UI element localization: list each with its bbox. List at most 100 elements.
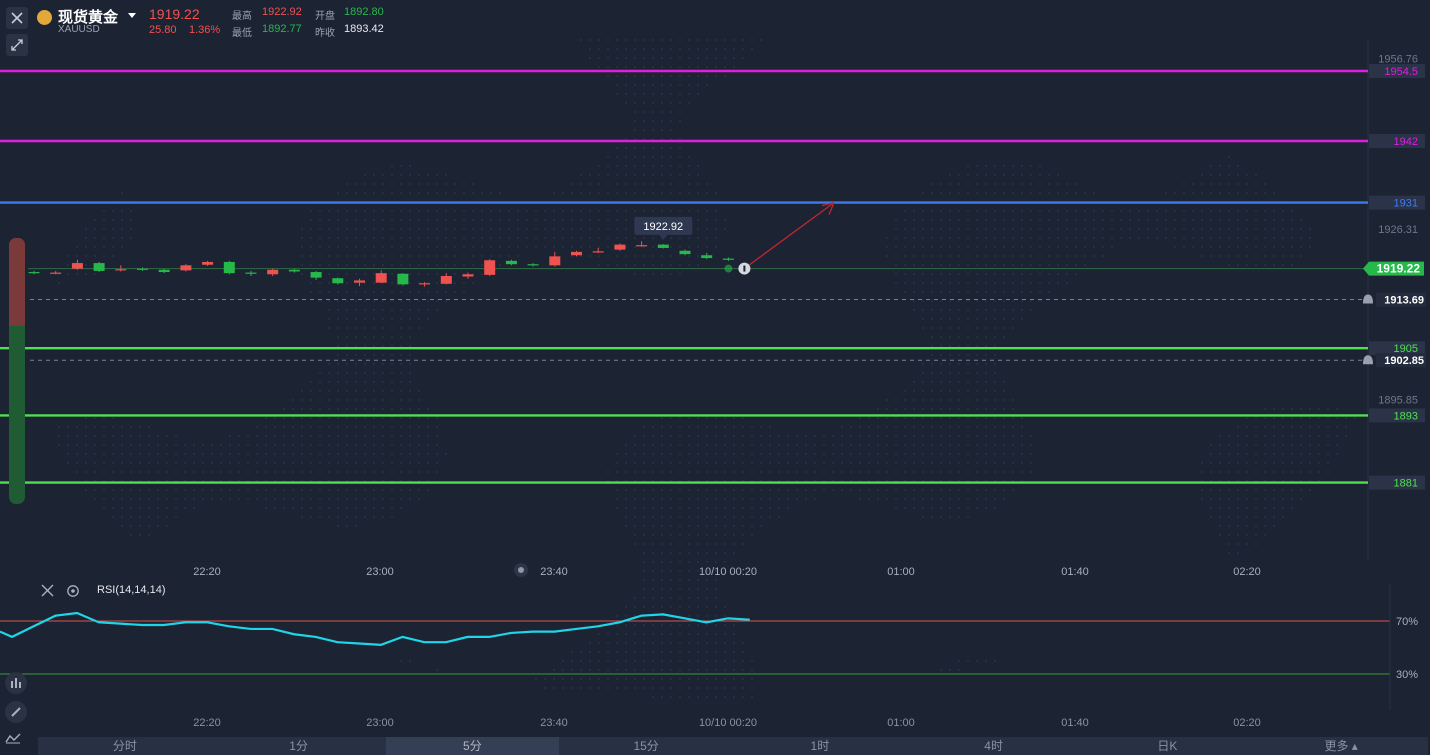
map-dot: [714, 578, 718, 582]
candle-body[interactable]: [614, 244, 626, 250]
map-dot: [651, 83, 655, 87]
candle-body[interactable]: [440, 275, 452, 284]
candle-body[interactable]: [245, 272, 257, 274]
tab-7[interactable]: 更多 ▴: [1324, 739, 1358, 753]
candle-body[interactable]: [28, 272, 40, 274]
map-dot: [633, 533, 637, 537]
candle-body[interactable]: [375, 273, 387, 283]
indicator-line-button[interactable]: [5, 731, 27, 753]
map-dot: [381, 425, 385, 429]
candle-body[interactable]: [549, 256, 561, 266]
map-dot: [750, 686, 754, 690]
map-dot: [921, 218, 925, 222]
map-dot: [903, 452, 907, 456]
tab-5[interactable]: 4时: [984, 739, 1003, 753]
map-dot: [606, 56, 610, 60]
tab-2[interactable]: 5分: [385, 737, 560, 755]
candle-body[interactable]: [50, 272, 62, 274]
bell-icon[interactable]: [1363, 294, 1373, 304]
map-dot: [1011, 398, 1015, 402]
candle-body[interactable]: [267, 269, 279, 275]
candle-body[interactable]: [115, 269, 127, 271]
candle-body[interactable]: [354, 280, 365, 283]
bell-icon[interactable]: [1363, 355, 1373, 365]
candle-body[interactable]: [288, 269, 300, 272]
map-dot: [1002, 182, 1006, 186]
rsi-close-button[interactable]: [41, 584, 54, 602]
candle-body[interactable]: [701, 255, 713, 259]
map-dot: [1326, 425, 1330, 429]
map-dot: [345, 380, 349, 384]
rsi-line[interactable]: [0, 611, 750, 646]
candle-body[interactable]: [71, 263, 83, 269]
map-dot: [894, 488, 898, 492]
symbol-name[interactable]: 现货黄金: [58, 9, 119, 26]
map-dot: [1002, 299, 1006, 303]
candle-body[interactable]: [527, 264, 539, 266]
candle-body[interactable]: [310, 272, 322, 278]
map-dot: [930, 389, 934, 393]
candle-body[interactable]: [180, 265, 192, 271]
forecast-arrow-line[interactable]: [744, 202, 835, 270]
map-dot: [129, 506, 133, 510]
candle-body[interactable]: [223, 261, 235, 274]
candle-body[interactable]: [202, 261, 214, 265]
candle-body[interactable]: [419, 283, 431, 285]
map-dot: [903, 389, 907, 393]
candle-body[interactable]: [158, 269, 170, 273]
chart-canvas[interactable]: 1956.761926.311895.851954.51942193119051…: [0, 0, 1430, 737]
indicator-tool-button[interactable]: [5, 672, 27, 694]
map-dot: [345, 209, 349, 213]
map-dot: [1236, 497, 1240, 501]
map-dot: [660, 164, 664, 168]
close-button[interactable]: [6, 7, 28, 29]
tab-4[interactable]: 1时: [810, 739, 830, 753]
candle-body[interactable]: [462, 274, 474, 277]
symbol-dropdown-icon[interactable]: [128, 13, 136, 18]
candle-body[interactable]: [657, 244, 669, 248]
candle-body[interactable]: [397, 273, 409, 285]
map-dot: [408, 362, 412, 366]
candle-body[interactable]: [484, 260, 496, 275]
fullscreen-button[interactable]: [6, 34, 28, 56]
map-dot: [849, 470, 853, 474]
candle-body[interactable]: [571, 251, 582, 256]
map-dot: [1263, 497, 1267, 501]
map-dot: [444, 299, 448, 303]
map-dot: [1227, 254, 1231, 258]
map-dot: [912, 497, 916, 501]
candle-body[interactable]: [636, 245, 648, 247]
candle-body[interactable]: [93, 263, 105, 271]
tab-0[interactable]: 分时: [112, 739, 137, 753]
map-dot: [903, 461, 907, 465]
map-dot: [408, 164, 412, 168]
map-dot: [984, 227, 988, 231]
map-dot: [318, 443, 322, 447]
map-dot: [633, 506, 637, 510]
map-dot: [966, 659, 970, 663]
map-dot: [1029, 191, 1033, 195]
map-dot: [1119, 209, 1123, 213]
candle-body[interactable]: [722, 258, 734, 260]
candle-body[interactable]: [332, 278, 344, 284]
candle-body[interactable]: [592, 251, 604, 253]
tab-3[interactable]: 15分: [633, 739, 659, 753]
map-dot: [426, 308, 430, 312]
map-dot: [381, 461, 385, 465]
candle-body[interactable]: [505, 260, 517, 265]
tab-1[interactable]: 1分: [289, 739, 308, 753]
tab-6[interactable]: 日K: [1157, 739, 1178, 753]
candle-body[interactable]: [137, 268, 148, 270]
draw-tool-button[interactable]: [5, 701, 27, 723]
map-dot: [1164, 191, 1168, 195]
candle-body[interactable]: [679, 250, 691, 255]
map-dot: [1047, 254, 1051, 258]
map-dot: [453, 245, 457, 249]
map-dot: [723, 614, 727, 618]
rsi-settings-button[interactable]: [66, 584, 80, 603]
map-dot: [615, 623, 619, 627]
map-dot: [354, 353, 358, 357]
map-dot: [345, 254, 349, 258]
map-dot: [651, 560, 655, 564]
map-dot: [462, 254, 466, 258]
